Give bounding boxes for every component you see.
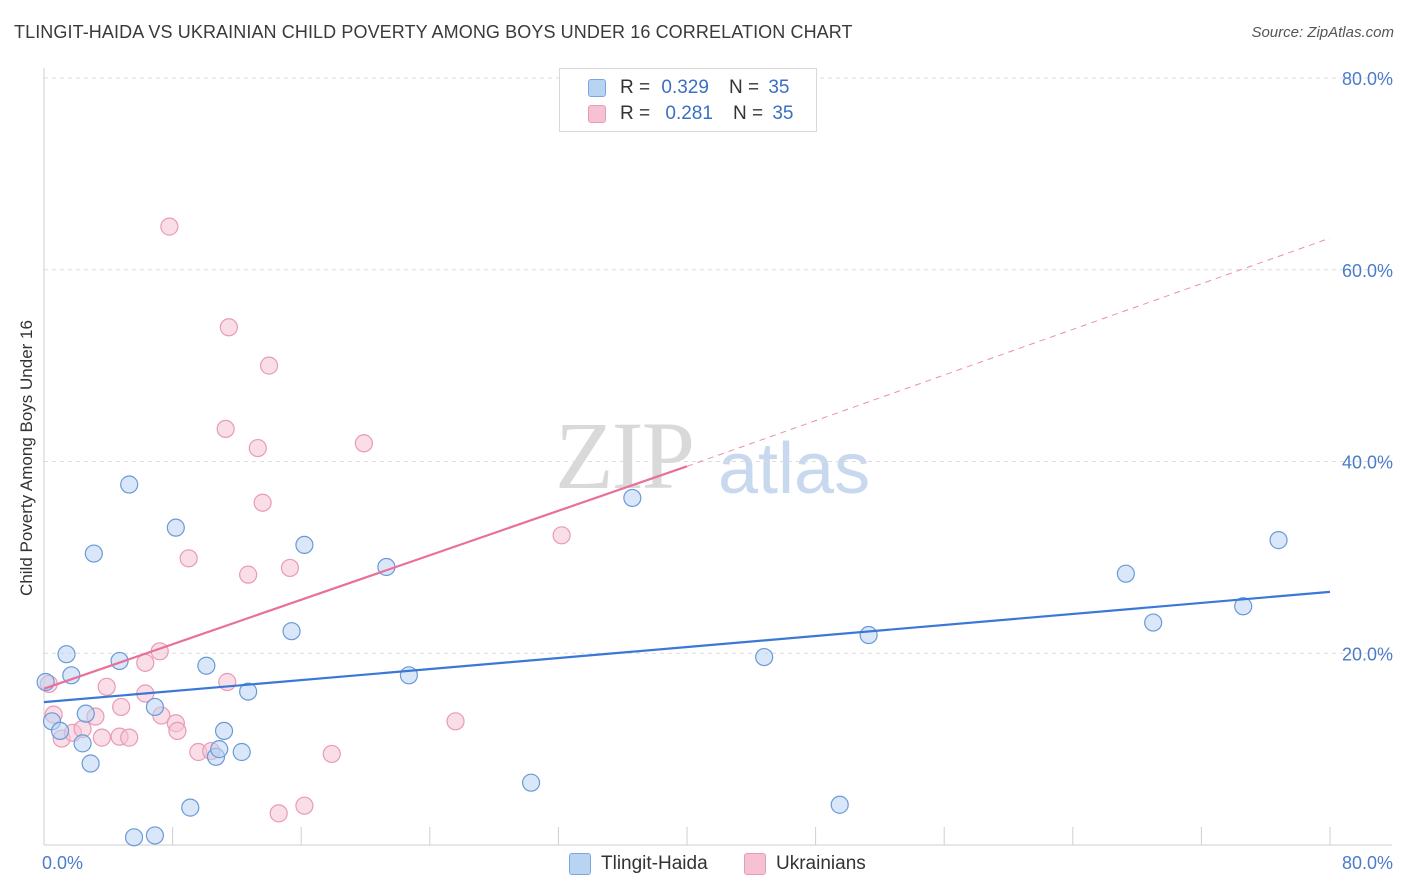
legend-r-value: 0.281 xyxy=(665,103,713,124)
legend-r-value: 0.329 xyxy=(661,77,709,98)
watermark-zip: ZIP xyxy=(555,402,695,509)
tlingit-haida-point xyxy=(755,647,774,667)
tlingit-haida-point xyxy=(145,697,165,717)
ukrainians-point xyxy=(160,217,179,236)
tlingit-haida-point xyxy=(282,622,301,641)
tlingit-haida-point xyxy=(214,721,234,741)
ukrainians-point xyxy=(219,318,238,337)
ukrainians-point xyxy=(168,721,187,741)
tlingit-haida-point xyxy=(830,795,849,814)
ukrainians-point xyxy=(92,728,111,747)
ukrainians-trendline-extension xyxy=(686,237,1331,467)
legend-r-label: R = xyxy=(620,103,651,124)
ukrainians-point xyxy=(248,438,267,458)
bottom-legend-label: Tlingit-Haida xyxy=(601,853,708,874)
pink-swatch-icon xyxy=(588,105,606,123)
source-label: Source: ZipAtlas.com xyxy=(1251,24,1394,41)
tlingit-haida-point xyxy=(1116,564,1135,583)
watermark-atlas: atlas xyxy=(718,429,871,509)
tlingit-haida-point xyxy=(295,535,314,555)
legend-row-ukrainians: R = 0.281 N = 35 xyxy=(588,102,793,126)
ukrainians-trendline xyxy=(43,465,688,690)
tlingit-haida-point xyxy=(521,773,541,792)
tlingit-haida-point xyxy=(859,625,878,645)
y-tick-label: 40.0% xyxy=(1342,453,1393,473)
ukrainians-point xyxy=(269,804,288,823)
ukrainians-point xyxy=(280,558,300,578)
tlingit-haida-point xyxy=(81,754,100,773)
tlingit-haida-point xyxy=(84,544,103,563)
tlingit-haida-point xyxy=(50,721,70,741)
ukrainians-point xyxy=(354,434,373,453)
blue-swatch-icon xyxy=(569,853,591,875)
ukrainians-point xyxy=(295,796,314,815)
x-tick-label: 0.0% xyxy=(42,853,83,873)
y-tick-label: 20.0% xyxy=(1342,644,1393,664)
y-tick-label: 60.0% xyxy=(1342,261,1393,281)
ukrainians-point xyxy=(239,565,258,584)
ukrainians-point xyxy=(322,744,341,764)
bottom-legend-tlingit-haida: Tlingit-Haida xyxy=(569,851,708,877)
bottom-legend-ukrainians: Ukrainians xyxy=(744,851,866,877)
ukrainians-point xyxy=(120,728,139,747)
legend-r-label: R = xyxy=(620,77,651,98)
tlingit-haida-point xyxy=(145,826,165,845)
y-tick-label: 80.0% xyxy=(1342,69,1393,89)
legend-n-label: N = xyxy=(728,77,760,98)
ukrainians-point xyxy=(216,419,235,439)
legend-row-tlingit-haida: R = 0.329 N = 35 xyxy=(588,76,789,100)
tlingit-haida-point xyxy=(124,828,144,847)
tlingit-haida-point xyxy=(120,475,139,494)
correlation-legend: R = 0.329 N = 35 R = 0.281 N = 35 xyxy=(559,68,817,132)
legend-n-value: 35 xyxy=(772,103,794,124)
ukrainians-point xyxy=(179,549,198,568)
tlingit-haida-trendline xyxy=(43,590,1331,704)
tlingit-haida-point xyxy=(1269,531,1288,550)
ukrainians-point xyxy=(446,712,465,731)
tlingit-haida-point xyxy=(166,518,185,537)
legend-n-label: N = xyxy=(732,103,764,124)
tlingit-haida-point xyxy=(1144,613,1163,632)
chart-title: TLINGIT-HAIDA VS UKRAINIAN CHILD POVERTY… xyxy=(14,22,853,42)
ukrainians-point xyxy=(97,677,116,696)
tlingit-haida-point xyxy=(239,682,258,701)
tlingit-haida-point xyxy=(57,645,76,664)
x-tick-label: 80.0% xyxy=(1342,853,1393,873)
ukrainians-point xyxy=(112,697,131,717)
ukrainians-point xyxy=(253,493,272,512)
pink-swatch-icon xyxy=(744,853,766,875)
bottom-legend-label: Ukrainians xyxy=(776,853,866,874)
tlingit-haida-point xyxy=(232,742,251,762)
tlingit-haida-point xyxy=(76,704,95,723)
ukrainians-point xyxy=(552,526,571,545)
tlingit-haida-point xyxy=(181,798,200,817)
tlingit-haida-point xyxy=(210,740,229,759)
tlingit-haida-point xyxy=(1234,597,1253,616)
tlingit-haida-point xyxy=(197,656,216,675)
ukrainians-point xyxy=(259,356,279,375)
tlingit-haida-point xyxy=(73,734,92,753)
legend-n-value: 35 xyxy=(768,77,790,98)
tlingit-haida-point xyxy=(623,488,642,508)
blue-swatch-icon xyxy=(588,79,606,97)
